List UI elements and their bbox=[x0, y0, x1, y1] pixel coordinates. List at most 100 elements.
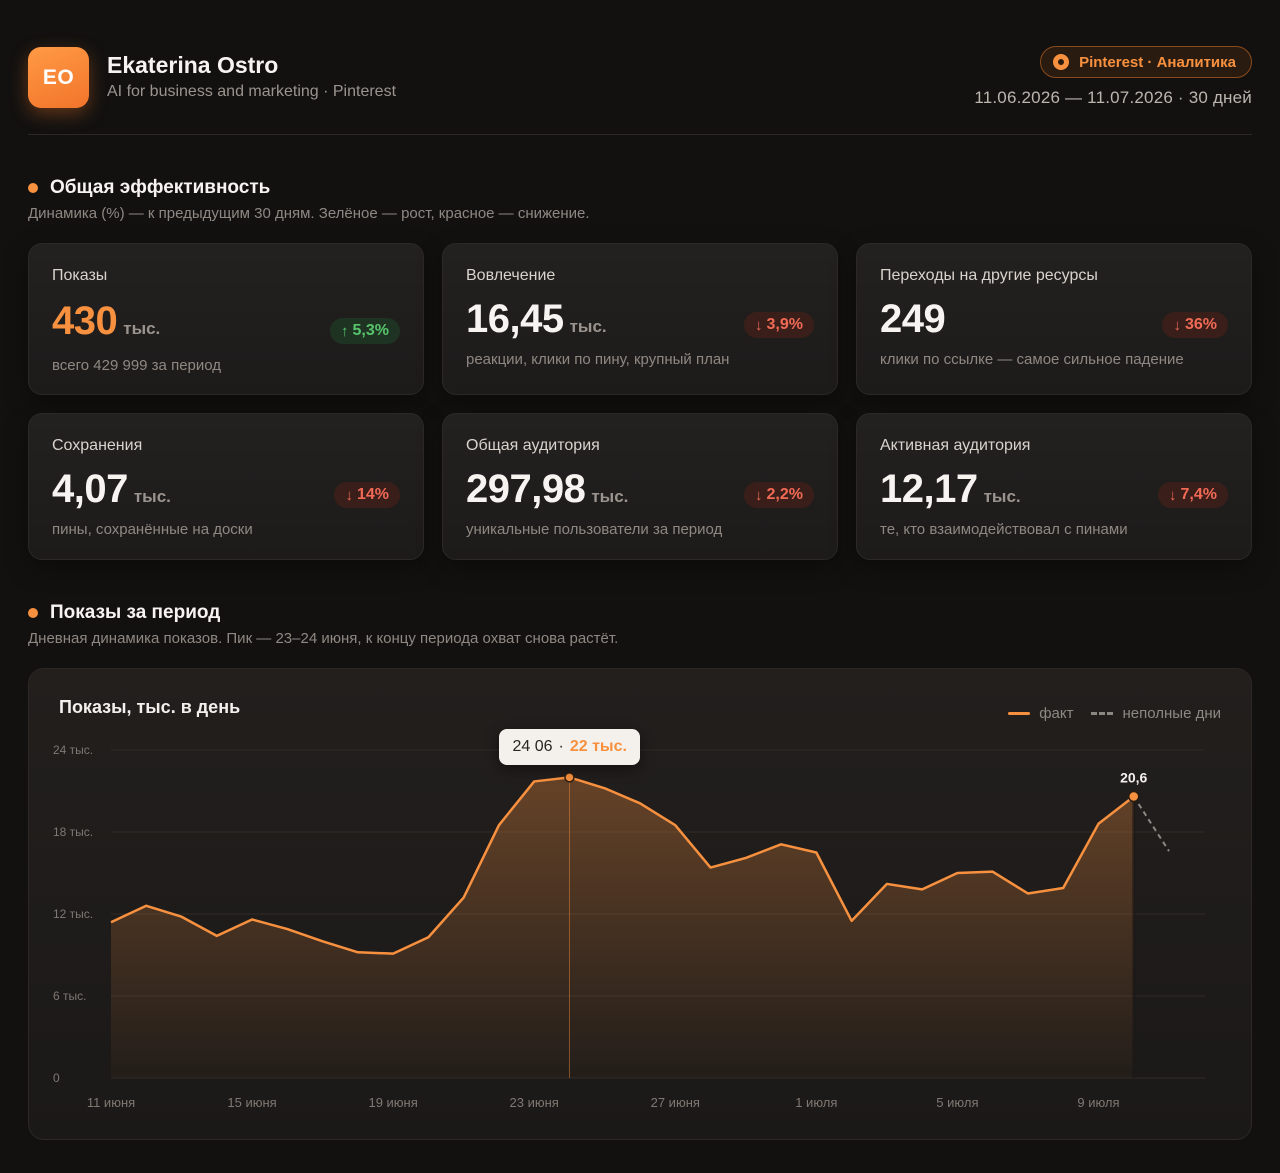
y-tick-label: 0 bbox=[53, 1071, 60, 1085]
y-tick-label: 6 тыс. bbox=[53, 989, 86, 1003]
delta-value: 3,9% bbox=[766, 316, 803, 333]
peak-point bbox=[564, 772, 575, 783]
metric-value: 297,98 тыс. bbox=[466, 467, 628, 512]
dashed-line-icon bbox=[1091, 712, 1114, 715]
legend-label: неполные дни bbox=[1122, 705, 1221, 722]
section-title-performance: Общая эффективность bbox=[28, 177, 270, 199]
metric-unit: тыс. bbox=[133, 487, 171, 506]
metric-value: 16,45 тыс. bbox=[466, 297, 607, 342]
peak-tooltip: 24 06 · 22 тыс. bbox=[499, 729, 640, 766]
profile-subtitle: AI for business and marketing · Pinteres… bbox=[107, 83, 397, 100]
arrow-down-icon: ↓ bbox=[1169, 486, 1177, 504]
section-title-text: Общая эффективность bbox=[50, 177, 271, 198]
section-description: Динамика (%) — к предыдущим 30 дням. Зел… bbox=[28, 205, 590, 222]
solid-line-icon bbox=[1008, 712, 1031, 715]
metric-value: 4,07 тыс. bbox=[52, 467, 171, 512]
metric-number: 430 bbox=[52, 299, 118, 343]
x-tick-label: 11 июня bbox=[87, 1095, 135, 1110]
record-icon bbox=[1053, 54, 1070, 70]
x-tick-label: 23 июня bbox=[510, 1095, 559, 1110]
metric-number: 4,07 bbox=[52, 467, 128, 511]
metric-card-active-audience[interactable]: Активная аудитория 12,17 тыс. ↓ 7,4% те,… bbox=[856, 413, 1252, 560]
platform-badge[interactable]: Pinterest · Аналитика bbox=[1040, 46, 1252, 78]
arrow-down-icon: ↓ bbox=[755, 316, 763, 334]
tooltip-value: 22 тыс. bbox=[569, 738, 627, 756]
section-description: Дневная динамика показов. Пик — 23–24 ию… bbox=[28, 630, 619, 647]
arrow-down-icon: ↓ bbox=[345, 486, 353, 504]
end-point-label: 20,6 bbox=[1120, 769, 1147, 785]
metric-card-saves[interactable]: Сохранения 4,07 тыс. ↓ 14% пины, сохранё… bbox=[28, 413, 424, 560]
metric-subtext: клики по ссылке — самое сильное падение bbox=[880, 351, 1184, 368]
section-title-impressions: Показы за период bbox=[28, 602, 220, 624]
tooltip-date: 24 06 bbox=[512, 738, 553, 756]
metric-card-engagement[interactable]: Вовлечение 16,45 тыс. ↓ 3,9% реакции, кл… bbox=[442, 243, 838, 395]
metric-number: 12,17 bbox=[880, 467, 978, 511]
metric-subtext: те, кто взаимодействовал с пинами bbox=[880, 521, 1128, 538]
avatar: EO bbox=[28, 47, 89, 108]
metric-label: Переходы на другие ресурсы bbox=[880, 267, 1098, 284]
metric-unit: тыс. bbox=[569, 317, 607, 336]
metric-label: Сохранения bbox=[52, 437, 143, 454]
section-title-text: Показы за период bbox=[50, 602, 221, 623]
arrow-down-icon: ↓ bbox=[755, 486, 763, 504]
x-tick-label: 27 июня bbox=[651, 1095, 700, 1110]
tooltip-separator: · bbox=[558, 738, 564, 756]
legend-label: факт bbox=[1039, 705, 1074, 722]
impressions-chart-card: Показы, тыс. в день факт неполные дни 0 6… bbox=[28, 668, 1252, 1140]
x-tick-label: 5 июля bbox=[936, 1095, 978, 1110]
chart-legend: факт неполные дни bbox=[1008, 705, 1221, 722]
delta-badge: ↓ 14% bbox=[334, 482, 400, 508]
delta-badge: ↓ 7,4% bbox=[1158, 482, 1228, 508]
legend-item-incomplete[interactable]: неполные дни bbox=[1091, 705, 1221, 722]
metric-number: 16,45 bbox=[466, 297, 564, 341]
metric-label: Показы bbox=[52, 267, 108, 284]
metric-subtext: пины, сохранённые на доски bbox=[52, 521, 253, 538]
delta-badge: ↑ 5,3% bbox=[330, 318, 400, 344]
metric-card-total-audience[interactable]: Общая аудитория 297,98 тыс. ↓ 2,2% уника… bbox=[442, 413, 838, 560]
metric-subtext: реакции, клики по пину, крупный план bbox=[466, 351, 730, 368]
metric-value: 430 тыс. bbox=[52, 299, 160, 344]
delta-value: 7,4% bbox=[1180, 486, 1217, 503]
metric-subtext: уникальные пользователи за период bbox=[466, 521, 723, 538]
date-range: 11.06.2026 — 11.07.2026 · 30 дней bbox=[974, 88, 1252, 107]
x-tick-label: 1 июля bbox=[795, 1095, 837, 1110]
delta-value: 5,3% bbox=[352, 322, 389, 339]
impressions-chart[interactable]: 0 6 тыс. 12 тыс. 18 тыс. 24 тыс. 11 июня 15 ию… bbox=[29, 669, 1253, 1141]
metric-label: Общая аудитория bbox=[466, 437, 600, 454]
legend-item-actual[interactable]: факт bbox=[1008, 705, 1073, 722]
x-tick-label: 15 июня bbox=[227, 1095, 276, 1110]
series-line-incomplete bbox=[1132, 795, 1170, 852]
delta-badge: ↓ 2,2% bbox=[744, 482, 814, 508]
delta-badge: ↓ 3,9% bbox=[744, 312, 814, 338]
chart-title: Показы, тыс. в день bbox=[59, 697, 241, 717]
metric-label: Вовлечение bbox=[466, 267, 556, 284]
profile-header: EO Ekaterina Ostro AI for business and m… bbox=[28, 46, 1252, 108]
delta-badge: ↓ 36% bbox=[1162, 312, 1228, 338]
bullet-icon bbox=[28, 183, 38, 193]
delta-value: 36% bbox=[1184, 316, 1217, 333]
metric-subtext: всего 429 999 за период bbox=[52, 357, 222, 374]
series-area bbox=[111, 777, 1134, 1078]
delta-value: 14% bbox=[356, 486, 389, 503]
metric-number: 297,98 bbox=[466, 467, 586, 511]
metric-unit: тыс. bbox=[983, 487, 1021, 506]
series-line-actual bbox=[110, 776, 1135, 955]
metric-value: 249 bbox=[880, 297, 951, 342]
bullet-icon bbox=[28, 608, 38, 618]
x-tick-label: 9 июля bbox=[1077, 1095, 1119, 1110]
metric-card-outbound-clicks[interactable]: Переходы на другие ресурсы 249 ↓ 36% кли… bbox=[856, 243, 1252, 395]
delta-value: 2,2% bbox=[766, 486, 803, 503]
arrow-up-icon: ↑ bbox=[341, 322, 349, 340]
metric-label: Активная аудитория bbox=[880, 437, 1031, 454]
x-tick-label: 19 июня bbox=[368, 1095, 417, 1110]
profile-name: Ekaterina Ostro bbox=[107, 52, 279, 78]
header-divider bbox=[28, 134, 1252, 135]
y-tick-label: 18 тыс. bbox=[53, 825, 93, 839]
platform-badge-label: Pinterest · Аналитика bbox=[1079, 53, 1236, 71]
metric-number: 249 bbox=[880, 297, 946, 341]
metric-unit: тыс. bbox=[123, 319, 161, 338]
metric-card-impressions[interactable]: Показы 430 тыс. ↑ 5,3% всего 429 999 за … bbox=[28, 243, 424, 395]
metric-unit: тыс. bbox=[591, 487, 629, 506]
arrow-down-icon: ↓ bbox=[1173, 316, 1181, 334]
end-point bbox=[1127, 790, 1140, 803]
